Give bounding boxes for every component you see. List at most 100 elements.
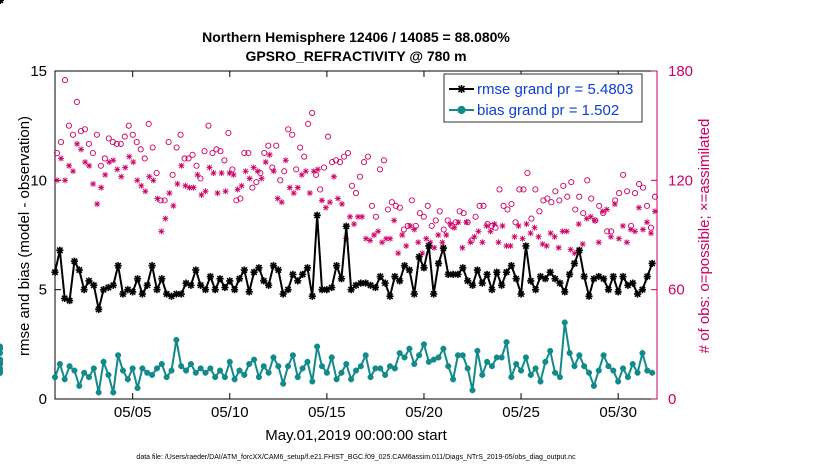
assimilated-obs-point <box>635 204 642 211</box>
assimilated-obs-point <box>290 190 297 197</box>
assimilated-obs-point <box>110 157 117 164</box>
assimilated-obs-point <box>278 199 285 206</box>
rmse-point <box>638 286 647 294</box>
bias-point <box>153 365 161 372</box>
bias-point <box>576 352 583 359</box>
bias-point <box>90 365 97 372</box>
bias-point <box>459 352 466 359</box>
bias-point <box>158 360 165 368</box>
rmse-point <box>454 270 462 278</box>
assimilated-obs-point <box>563 228 570 235</box>
assimilated-obs-point <box>86 162 93 169</box>
x-tick-label: 05/30 <box>599 404 637 421</box>
rmse-point <box>226 277 234 285</box>
assimilated-obs-point <box>579 241 586 248</box>
possible-obs-point <box>197 175 204 182</box>
assimilated-obs-point <box>611 201 618 208</box>
assimilated-obs-point <box>487 228 494 235</box>
bias-point <box>605 363 612 370</box>
assimilated-obs-point <box>266 151 273 158</box>
bias-point <box>255 374 262 381</box>
bias-point <box>61 376 68 383</box>
assimilated-obs-point <box>142 188 149 195</box>
bias-point <box>95 389 102 396</box>
possible-obs-point <box>496 186 503 193</box>
assimilated-obs-point <box>194 171 201 178</box>
possible-obs-point <box>444 217 451 224</box>
rmse-point <box>566 270 574 278</box>
bias-point <box>484 358 491 365</box>
bias-point <box>0 369 4 376</box>
possible-obs-point <box>185 155 192 162</box>
bias-point <box>532 365 539 372</box>
bias-point <box>149 371 156 378</box>
possible-obs-point <box>125 122 132 129</box>
bias-point <box>542 358 549 365</box>
possible-obs-point <box>265 142 272 149</box>
possible-obs-point <box>137 146 144 153</box>
bias-point <box>498 354 505 361</box>
assimilated-obs-point <box>643 219 650 226</box>
rmse-point <box>527 277 535 285</box>
possible-obs-point <box>400 226 407 233</box>
rmse-point <box>158 275 166 283</box>
possible-obs-point <box>424 202 431 209</box>
rmse-point <box>468 281 477 289</box>
bias-point <box>440 345 447 352</box>
assimilated-obs-point <box>403 242 410 249</box>
bias-point <box>76 382 83 389</box>
bias-point <box>71 367 78 374</box>
bias-point <box>304 358 311 365</box>
assimilated-obs-point <box>459 244 466 251</box>
legend-box <box>443 73 643 123</box>
possible-obs-point <box>348 182 356 189</box>
assimilated-obs-point <box>282 157 289 164</box>
possible-obs-point <box>293 166 300 173</box>
assimilated-obs-point <box>543 242 550 249</box>
rmse-point <box>381 279 389 287</box>
bias-point <box>260 363 267 370</box>
possible-obs-point <box>325 133 332 140</box>
assimilated-obs-point <box>250 164 257 171</box>
assimilated-obs-point <box>298 171 305 178</box>
series-bias <box>0 319 656 396</box>
rmse-point <box>498 281 506 289</box>
rmse-point <box>376 272 384 281</box>
bias-point <box>401 354 408 361</box>
assimilated-obs-point <box>94 201 101 208</box>
rmse-point <box>420 264 428 272</box>
assimilated-obs-point <box>246 175 253 182</box>
rmse-point <box>279 290 287 298</box>
bias-point <box>445 363 452 370</box>
rmse-point <box>294 277 302 285</box>
rmse-point <box>585 292 593 300</box>
assimilated-obs-point <box>399 232 406 238</box>
y-axis-label: rmse and bias (model - observation) <box>16 116 33 356</box>
possible-obs-point <box>360 159 368 166</box>
rmse-point <box>56 246 64 254</box>
bias-point <box>571 363 578 370</box>
rmse-point <box>633 290 642 298</box>
assimilated-obs-point <box>519 235 526 242</box>
possible-obs-point <box>129 131 136 138</box>
possible-obs-point <box>536 208 543 215</box>
rmse-point <box>85 277 93 285</box>
bias-point <box>100 358 107 365</box>
rmse-point <box>114 262 122 270</box>
possible-obs-point <box>544 195 551 202</box>
bias-point <box>469 387 476 394</box>
assimilated-obs-point <box>242 168 249 175</box>
bias-point <box>163 374 170 381</box>
rmse-point <box>337 275 346 283</box>
bias-point <box>280 380 287 387</box>
assimilated-obs-point <box>222 188 229 195</box>
assimilated-obs-point <box>423 235 430 242</box>
possible-obs-point <box>281 168 288 175</box>
possible-obs-point <box>205 122 212 129</box>
y-tick-label: 10 <box>30 172 47 189</box>
bias-point <box>411 360 418 368</box>
possible-obs-point <box>508 200 515 208</box>
possible-obs-point <box>568 179 575 186</box>
rmse-point <box>75 266 83 274</box>
